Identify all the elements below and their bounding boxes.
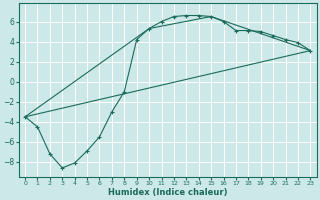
X-axis label: Humidex (Indice chaleur): Humidex (Indice chaleur)	[108, 188, 228, 197]
